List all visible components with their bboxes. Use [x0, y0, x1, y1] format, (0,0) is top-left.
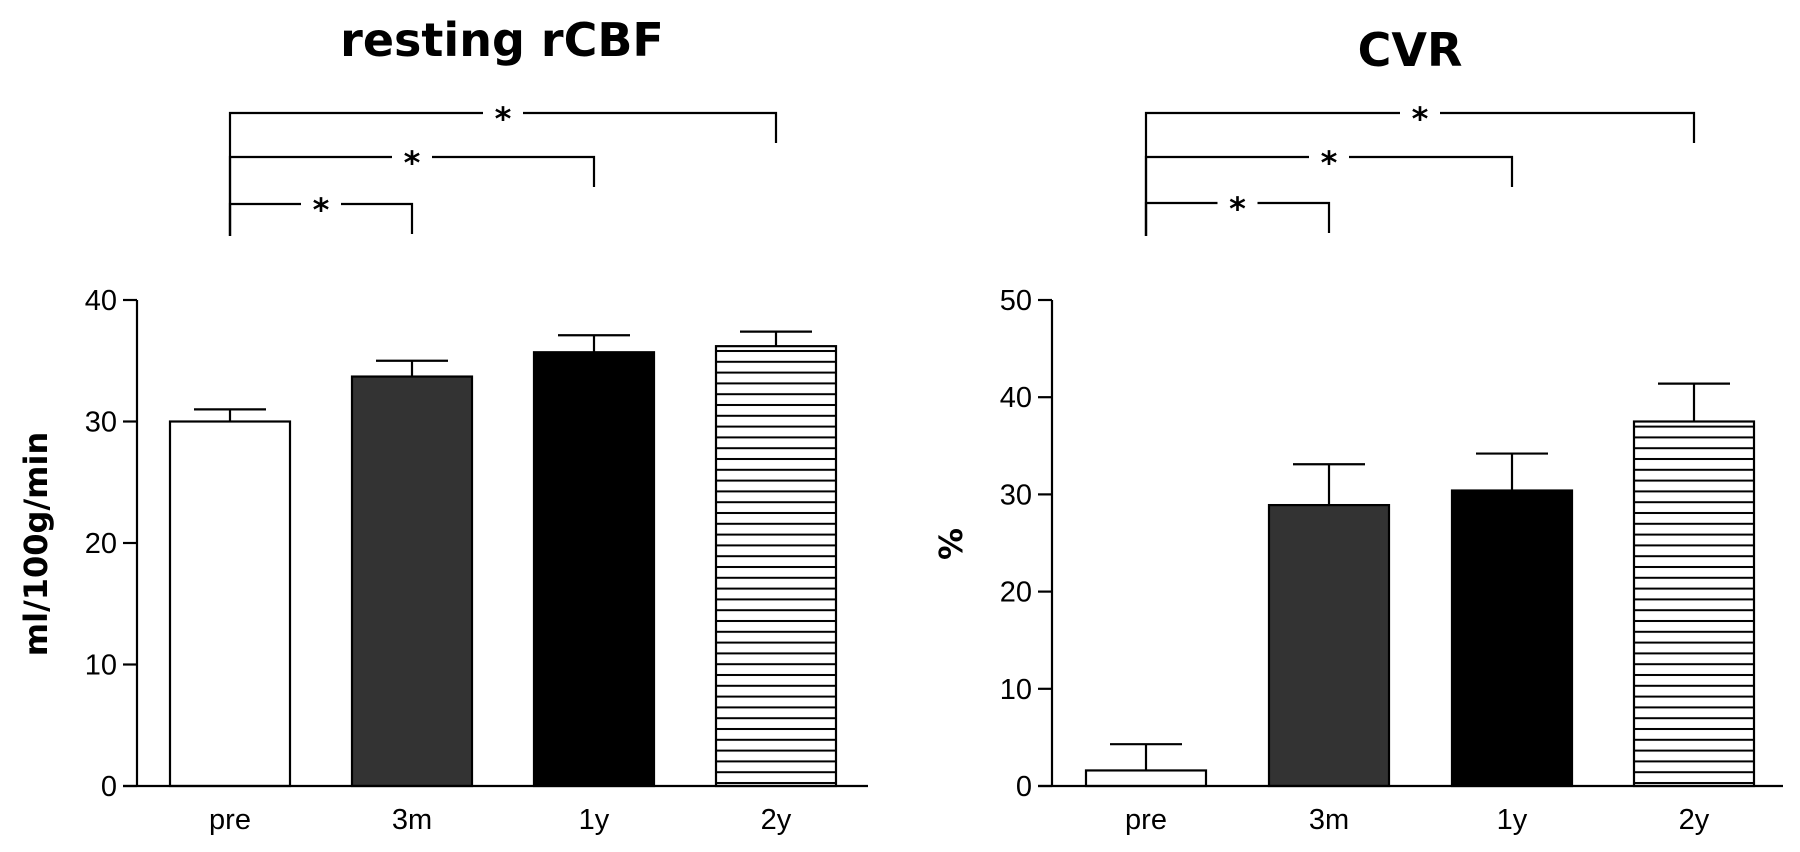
axes: 0 10 20 30 40 pre 3m 1y 2y [85, 285, 868, 836]
bar-2y [714, 345, 838, 788]
x-tick-label: 1y [579, 804, 610, 836]
x-tick-label: 2y [761, 804, 792, 836]
significance-star: * [1229, 190, 1246, 228]
significance-bracket [228, 202, 414, 236]
chart-panel-cvr: CVR % * * * 0 10 20 30 40 50 pre 3m 1y 2y [932, 23, 1783, 836]
axes: 0 10 20 30 40 50 pre 3m 1y 2y [1000, 285, 1783, 836]
y-tick-label: 30 [85, 407, 117, 439]
chart-panel-rcbf: resting rCBF ml/100g/min * * * 0 10 20 30 40 pr… [17, 13, 868, 836]
bars [168, 330, 838, 788]
chart-title: resting rCBF [340, 13, 664, 67]
bar-1y [532, 351, 656, 788]
y-tick-label: 20 [1000, 577, 1032, 609]
y-tick-label: 20 [85, 528, 117, 560]
bar-3m [350, 375, 474, 788]
bar-3m [1267, 503, 1391, 788]
significance-star: * [1412, 100, 1429, 138]
bar-pre [1084, 769, 1208, 788]
chart-title: CVR [1358, 23, 1463, 77]
bar-1y [1450, 489, 1574, 788]
y-axis-label: % [932, 528, 970, 560]
bars [1084, 382, 1756, 788]
x-tick-label: 2y [1679, 804, 1710, 836]
x-tick-label: pre [209, 804, 251, 836]
y-tick-label: 30 [1000, 479, 1032, 511]
significance-brackets: * * * [1144, 100, 1696, 236]
significance-bracket [1144, 201, 1331, 236]
bar-pre [168, 420, 292, 788]
x-tick-label: pre [1125, 804, 1167, 836]
significance-brackets: * * * [228, 100, 778, 236]
y-tick-label: 50 [1000, 285, 1032, 317]
significance-star: * [313, 191, 330, 229]
significance-star: * [495, 100, 512, 138]
y-tick-label: 10 [1000, 674, 1032, 706]
x-tick-label: 1y [1497, 804, 1528, 836]
significance-star: * [1321, 144, 1338, 182]
x-tick-label: 3m [392, 804, 432, 836]
y-tick-label: 0 [101, 771, 117, 803]
significance-star: * [404, 144, 421, 182]
y-tick-label: 40 [1000, 382, 1032, 414]
bar-2y [1632, 420, 1756, 788]
x-tick-label: 3m [1309, 804, 1349, 836]
y-tick-label: 40 [85, 285, 117, 317]
y-tick-label: 0 [1016, 771, 1032, 803]
y-tick-label: 10 [85, 650, 117, 682]
y-axis-label: ml/100g/min [17, 432, 55, 656]
